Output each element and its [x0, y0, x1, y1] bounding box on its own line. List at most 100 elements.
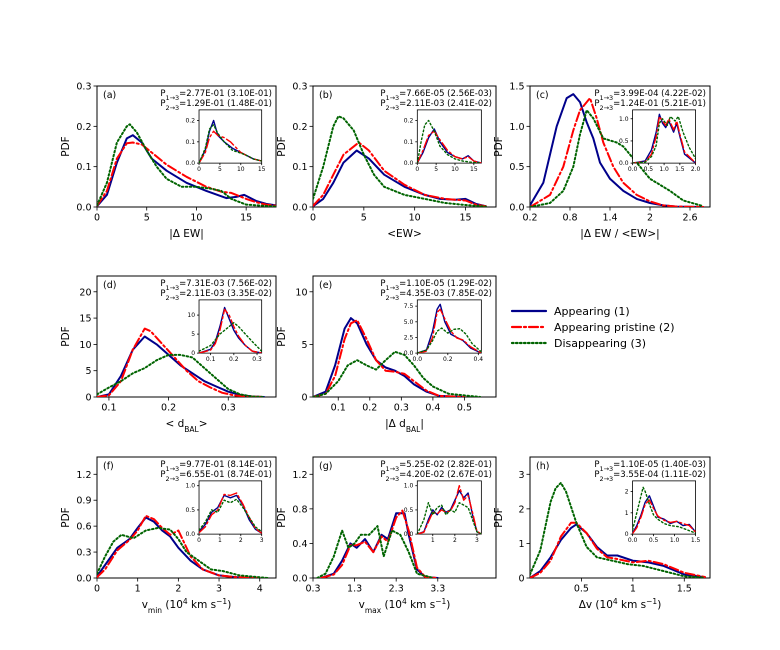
x-axis-label: vmin (104 km s−1) — [142, 597, 232, 615]
series-line-1 — [320, 512, 439, 578]
panel-label: (c) — [536, 90, 549, 101]
y-tick-label: 1.0 — [509, 122, 524, 133]
inset-series-line-2 — [632, 115, 696, 164]
series-line-2 — [313, 141, 487, 207]
inset-plot: 0.0 0.5 1.0 1.5 0 1 2 — [625, 480, 701, 544]
panel-g: 0.3 1.3 2.3 3.3 0.0 0.4 0.8 1.2 (g) P1→3=5.25E-02… — [276, 456, 497, 615]
x-tick-label: 5 — [144, 213, 150, 224]
y-tick-label: 0.1 — [76, 162, 91, 173]
y-tick-label: 2 — [625, 489, 629, 496]
y-tick-label: 0.3 — [76, 548, 91, 559]
data-lines — [97, 123, 276, 207]
x-tick-label: 2 — [175, 584, 181, 595]
x-tick-label: 3 — [475, 537, 479, 544]
p-value-2-3: P2→3=2.11E-03 (3.35E-02) — [160, 289, 272, 302]
inset-series-line-1 — [199, 306, 262, 354]
x-tick-label: 0.3 — [394, 403, 409, 414]
y-axis-label: PDF — [276, 136, 288, 156]
inset-frame — [632, 480, 696, 535]
p-value-1-3: P1→3=9.77E-01 (8.14E-01) — [160, 460, 272, 473]
x-tick-label: 10 — [409, 213, 421, 224]
p-value-1-3: P1→3=2.77E-01 (3.10E-01) — [160, 89, 272, 102]
p-value-1-3: P1→3=5.25E-02 (2.82E-01) — [380, 460, 492, 473]
inset-series-line-3 — [199, 498, 262, 533]
x-tick-label: 0.1 — [101, 403, 116, 414]
y-tick-label: 0 — [301, 393, 307, 404]
x-tick-label: 1 — [431, 537, 435, 544]
x-tick-label: 0.5 — [649, 537, 659, 544]
x-tick-label: 0.5 — [574, 584, 589, 595]
series-line-2 — [313, 319, 466, 397]
y-tick-label: 0.0 — [619, 160, 629, 167]
y-tick-label: 0.0 — [404, 531, 414, 538]
y-tick-label: 0.5 — [404, 507, 414, 514]
y-tick-label: 0.4 — [292, 539, 307, 550]
x-tick-label: 0.4 — [474, 356, 484, 363]
y-tick-label: 0.1 — [185, 139, 195, 146]
y-tick-label: 0.2 — [185, 118, 195, 125]
inset-series-line-3 — [417, 327, 482, 354]
inset-data-lines — [632, 113, 696, 164]
x-tick-label: 0.0 — [628, 166, 638, 173]
x-tick-label: 4 — [257, 584, 263, 595]
inset-frame — [198, 480, 263, 535]
series-line-2 — [320, 509, 439, 578]
inset-plot: 0 1 2 3 0.0 0.5 1.0 — [185, 480, 264, 544]
y-tick-label: 0 — [85, 393, 91, 404]
y-tick-label: 0 — [518, 574, 524, 585]
y-tick-label: 0.2 — [404, 118, 414, 125]
series-line-3 — [530, 481, 706, 578]
panel-label: (h) — [536, 461, 549, 472]
inset-data-lines — [199, 306, 262, 354]
x-tick-label: 0.1 — [331, 403, 346, 414]
series-line-3 — [97, 353, 266, 397]
y-tick-label: 0.5 — [185, 507, 195, 514]
inset-frame — [198, 299, 263, 354]
y-tick-label: 1 — [518, 539, 524, 550]
x-tick-label: 1.0 — [659, 166, 669, 173]
y-axis-label: PDF — [60, 136, 72, 156]
x-tick-label: 0.3 — [252, 356, 262, 363]
y-tick-label: 5 — [85, 366, 91, 377]
legend-label-1: Appearing (1) — [554, 305, 630, 318]
p-value-1-3: P1→3=3.99E-04 (4.22E-02) — [594, 89, 706, 102]
data-lines — [530, 93, 705, 207]
y-tick-label: 0.0 — [292, 203, 307, 214]
x-tick-label: 0.3 — [221, 403, 236, 414]
p-value-2-3: P2→3=1.29E-01 (1.48E-01) — [160, 99, 272, 112]
inset-series-line-2 — [417, 130, 482, 164]
y-tick-label: 7.5 — [404, 303, 414, 310]
y-tick-label: 1 — [625, 510, 629, 517]
y-tick-label: 2 — [518, 504, 524, 515]
inset-plot: 0.0 0.2 0.4 0.0 2.5 5.0 7.5 — [404, 299, 484, 363]
y-tick-label: 15 — [79, 314, 91, 325]
y-axis-label: PDF — [60, 326, 72, 346]
x-tick-label: 10 — [190, 213, 202, 224]
series-line-3 — [530, 109, 705, 207]
y-tick-label: 1.0 — [185, 483, 195, 490]
series-line-2 — [530, 97, 705, 207]
x-tick-label: 0.2 — [161, 403, 176, 414]
y-tick-label: 0 — [625, 531, 629, 538]
data-lines — [97, 514, 269, 578]
x-axis-label: Δv (104 km s−1) — [579, 597, 662, 612]
panel-label: (e) — [319, 280, 332, 291]
x-tick-label: 3.3 — [430, 584, 445, 595]
series-line-3 — [313, 350, 482, 397]
x-tick-label: 5 — [218, 166, 222, 173]
series-line-3 — [97, 123, 276, 207]
panel-b: 0 5 10 15 0.0 0.1 0.2 0.3 (b) P1→3=7.66E-05 (2.56… — [276, 82, 497, 240]
y-tick-label: 1.0 — [404, 483, 414, 490]
x-tick-label: 2.0 — [691, 166, 701, 173]
y-tick-label: 2.5 — [404, 334, 414, 341]
inset-data-lines — [417, 485, 482, 535]
y-tick-label: 0.8 — [292, 504, 307, 515]
x-axis-label: |Δ EW / <EW>| — [580, 228, 659, 240]
y-tick-label: 0.5 — [509, 162, 524, 173]
y-tick-label: 0.9 — [76, 496, 91, 507]
x-tick-label: 0.2 — [362, 403, 377, 414]
inset-data-lines — [199, 119, 262, 164]
x-tick-label: 0 — [310, 213, 316, 224]
y-tick-label: 0.0 — [404, 160, 414, 167]
